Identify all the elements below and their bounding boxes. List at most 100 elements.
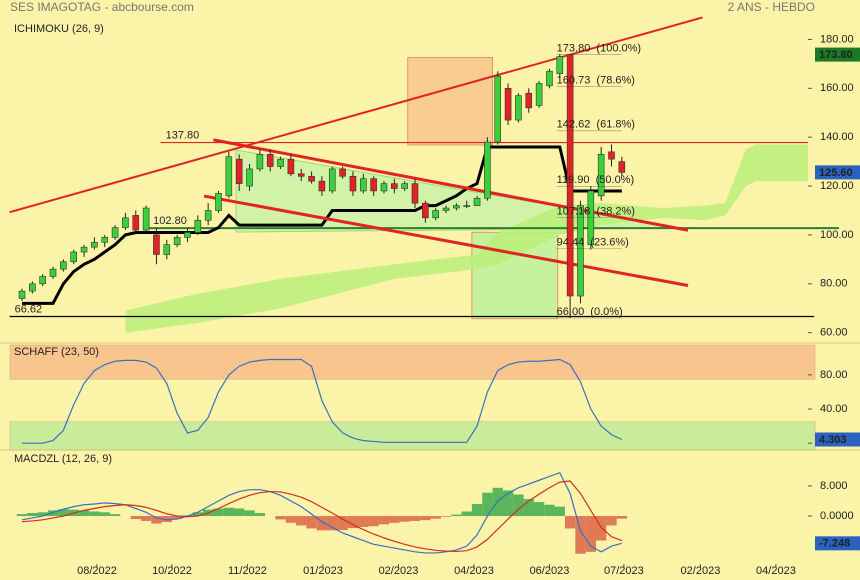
candle-body	[391, 183, 398, 189]
histogram-bar	[337, 516, 348, 530]
histogram-bar	[16, 514, 28, 517]
histogram-bar	[27, 513, 38, 517]
histogram-bar	[244, 510, 255, 517]
value-badge-label: -7.248	[819, 538, 850, 550]
candle-body	[556, 56, 564, 74]
candle-body	[535, 83, 543, 106]
panel-title: ICHIMOKU (26, 9)	[14, 23, 104, 35]
histogram-bar	[523, 499, 534, 517]
candle-body	[122, 217, 129, 228]
histogram-bar	[254, 513, 266, 517]
candle-body	[184, 232, 191, 238]
histogram-bar	[358, 516, 369, 527]
histogram-bar	[440, 516, 452, 517]
candle-body	[618, 161, 626, 173]
trendline	[9, 16, 703, 214]
ichimoku-cloud	[125, 144, 809, 333]
candle-body	[163, 244, 171, 255]
candle-body	[453, 205, 460, 209]
candle-body	[225, 156, 233, 197]
candle-body	[442, 207, 450, 211]
candle-body	[411, 183, 419, 204]
candle-body	[204, 210, 212, 221]
candle-body	[18, 290, 26, 299]
candle-body	[401, 183, 408, 189]
histogram-bar	[595, 516, 607, 541]
histogram-bar	[327, 516, 338, 531]
candle-body	[194, 219, 202, 233]
histogram-bar	[192, 512, 203, 517]
level-label: 137.80	[166, 129, 200, 141]
line-series	[22, 145, 622, 305]
histogram-bar	[213, 508, 224, 517]
histogram-bar	[140, 516, 152, 521]
fib-label: 119.90 (50.0%)	[557, 174, 634, 186]
y-tick-label: 60.00	[820, 327, 848, 339]
candle-body	[494, 75, 502, 143]
histogram-bar	[109, 514, 121, 517]
histogram-bar	[275, 516, 286, 520]
histogram-bar	[47, 510, 59, 517]
histogram-bar	[58, 509, 69, 517]
y-tick-label: 80.00	[820, 369, 848, 381]
header-period: 2 ANS - HEBDO	[728, 0, 815, 14]
fib-label: 94.44 (23.6%)	[557, 236, 629, 248]
histogram-bar	[502, 490, 514, 517]
value-badge	[815, 536, 860, 551]
candle-body	[380, 183, 388, 192]
histogram-bar	[171, 516, 183, 520]
histogram-bar	[585, 516, 596, 552]
value-badge	[815, 432, 860, 447]
x-tick-label: 04/2023	[454, 565, 494, 577]
x-tick-label: 06/2023	[530, 565, 570, 577]
trendline	[203, 194, 689, 287]
candle-body	[359, 178, 367, 192]
histogram-bar	[544, 504, 555, 517]
candle-body	[318, 180, 326, 192]
candle-body	[277, 158, 284, 167]
histogram-bar	[399, 516, 410, 522]
fib-label: 160.73 (78.6%)	[557, 74, 635, 86]
y-tick-label: 100.00	[820, 229, 854, 241]
fib-label: 66.00 (0.0%)	[557, 306, 623, 318]
y-tick-label: 80.00	[820, 278, 848, 290]
candle-body	[504, 88, 512, 121]
line-series	[22, 358, 623, 444]
histogram-bar	[461, 511, 472, 517]
candle-body	[49, 268, 57, 277]
band	[9, 421, 816, 451]
x-tick-label: 08/2022	[77, 565, 117, 577]
candle-body	[80, 246, 88, 253]
histogram-bar	[482, 492, 493, 517]
y-tick-label: 40.00	[820, 403, 848, 415]
candle-body	[256, 153, 264, 170]
candle-body	[484, 141, 491, 199]
candle-body	[597, 153, 605, 197]
histogram-bar	[471, 503, 483, 517]
histogram-bar	[430, 516, 441, 519]
histogram-bar	[161, 516, 172, 523]
value-badge-label: 125.60	[819, 167, 853, 179]
candle-body	[215, 193, 222, 211]
candle-body	[287, 158, 295, 175]
panel-title: MACDZL (12, 26, 9)	[14, 453, 112, 465]
candle-body	[525, 92, 533, 109]
value-badge-label: 173.80	[819, 49, 853, 61]
candle-body	[370, 178, 377, 192]
candle-body	[70, 251, 78, 263]
fib-label: 173.80 (100.0%)	[557, 42, 641, 54]
candle-body	[246, 168, 253, 187]
candle-body	[515, 95, 522, 121]
histogram-bar	[606, 516, 617, 526]
y-tick-label: 0.0000	[820, 510, 854, 522]
fib-label: 107.18 (38.2%)	[557, 205, 635, 217]
line-series	[21, 471, 623, 554]
x-tick-label: 04/2023	[756, 565, 796, 577]
y-tick-label: 8.000	[820, 480, 848, 492]
candle-body	[473, 197, 481, 206]
candle-body	[266, 153, 274, 167]
line-series	[21, 480, 623, 553]
candle-body	[422, 202, 429, 219]
y-tick-label: 160.00	[820, 82, 854, 94]
x-tick-label: 01/2023	[303, 565, 343, 577]
